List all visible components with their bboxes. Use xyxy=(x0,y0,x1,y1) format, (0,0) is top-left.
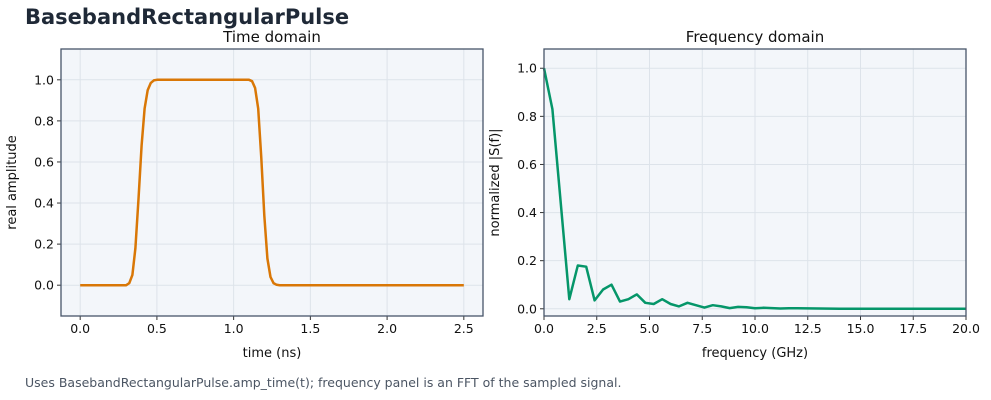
time-y-tick-label: 0.4 xyxy=(34,196,54,211)
freq-x-tick-label: 0.0 xyxy=(534,321,554,336)
freq-y-tick-label: 1.0 xyxy=(517,61,537,76)
time-x-tick-label: 1.5 xyxy=(300,321,320,336)
time-panel: 0.0 0.5 1.0 1.5 2.0 2.5 0.0 0.2 0.4 0.6 0.8 1.0 Time… xyxy=(5,28,484,361)
freq-x-axis-label: frequency (GHz) xyxy=(702,346,808,361)
time-y-tick-label: 0.0 xyxy=(34,278,54,293)
figure-caption: Uses BasebandRectangularPulse.amp_time(t… xyxy=(25,375,622,390)
time-x-tick-label: 1.0 xyxy=(224,321,244,336)
freq-y-axis-label: normalized |S(f)| xyxy=(488,128,503,236)
time-plot-area xyxy=(61,49,483,316)
freq-y-tick-label: 0.8 xyxy=(517,109,537,124)
freq-x-tick-label: 17.5 xyxy=(899,321,927,336)
time-series-line xyxy=(80,78,464,287)
time-y-axis-label: real amplitude xyxy=(5,135,20,229)
time-y-tick-label: 0.6 xyxy=(34,154,54,169)
time-x-tick-label: 2.5 xyxy=(454,321,474,336)
time-x-tick-label: 2.0 xyxy=(377,321,397,336)
figure-title: BasebandRectangularPulse xyxy=(25,5,350,29)
time-y-tick-label: 1.0 xyxy=(34,72,54,87)
freq-x-tick-label: 12.5 xyxy=(794,321,822,336)
freq-x-tick-label: 2.5 xyxy=(587,321,607,336)
freq-axes-frame xyxy=(543,48,967,317)
freq-y-tick-label: 0.2 xyxy=(517,253,537,268)
time-y-tick-label: 0.8 xyxy=(34,113,54,128)
freq-x-tick-label: 5.0 xyxy=(640,321,660,336)
time-x-tick-label: 0.5 xyxy=(147,321,167,336)
freq-y-tick-label: 0.6 xyxy=(517,157,537,172)
freq-x-tick-label: 20.0 xyxy=(952,321,980,336)
freq-panel: 0.0 2.5 5.0 7.5 10.0 12.5 15.0 17.5 20.0 0.0 0.2 0.… xyxy=(488,28,980,361)
time-x-axis-label: time (ns) xyxy=(243,346,302,361)
time-panel-title: Time domain xyxy=(222,28,321,46)
time-axes-frame xyxy=(60,48,484,317)
freq-y-tick-label: 0.4 xyxy=(517,205,537,220)
time-x-tick-label: 0.0 xyxy=(70,321,90,336)
time-y-tick-label: 0.2 xyxy=(34,237,54,252)
freq-panel-title: Frequency domain xyxy=(686,28,824,46)
freq-x-tick-label: 7.5 xyxy=(692,321,712,336)
freq-x-tick-label: 15.0 xyxy=(847,321,875,336)
freq-series-line xyxy=(542,67,966,311)
freq-y-tick-label: 0.0 xyxy=(517,301,537,316)
freq-x-tick-label: 10.0 xyxy=(741,321,769,336)
